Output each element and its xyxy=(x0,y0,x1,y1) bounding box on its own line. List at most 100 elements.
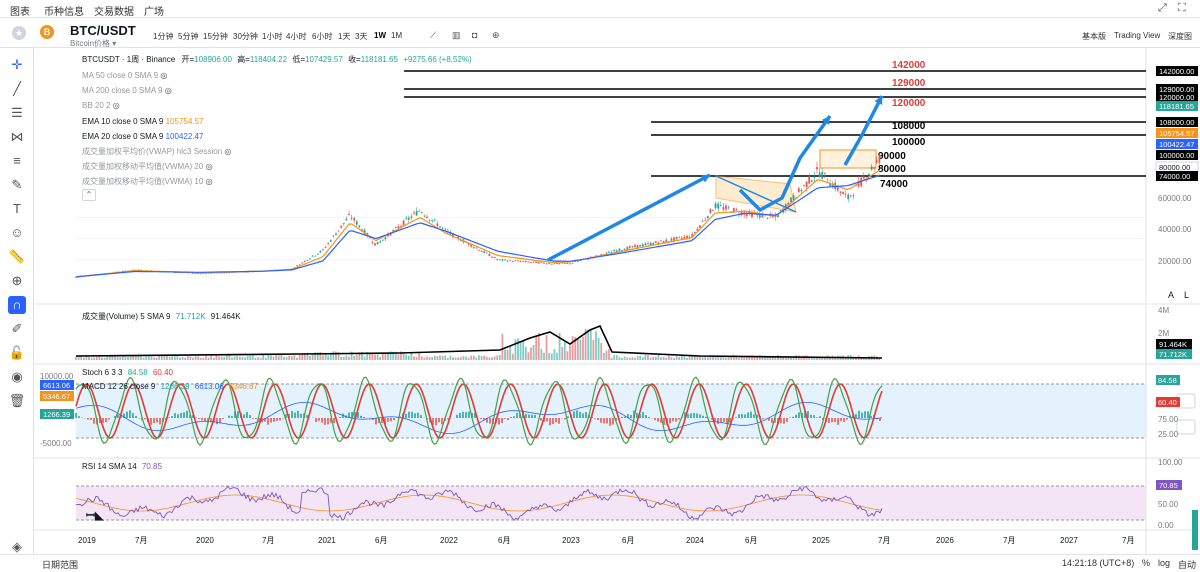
candle-body xyxy=(803,184,805,186)
price-tag-label: 142000.00 xyxy=(1159,67,1194,76)
volume-bar xyxy=(592,339,595,360)
eye-icon[interactable]: ◉ xyxy=(11,369,23,384)
magnet-icon[interactable]: ∩ xyxy=(8,296,26,314)
layers-icon[interactable]: ◈ xyxy=(12,539,22,554)
tradingview-button[interactable]: Trading View xyxy=(1114,31,1161,40)
macd-histogram-bar xyxy=(705,416,707,418)
expand-icon[interactable]: ⤢ xyxy=(1158,2,1167,14)
timeframe-2[interactable]: 15分钟 xyxy=(203,32,228,41)
indicator-icon[interactable]: ⟋ xyxy=(430,30,437,40)
candle-style-icon[interactable]: ▥ xyxy=(452,30,461,40)
trend-line-icon[interactable]: ╱ xyxy=(13,81,21,96)
volume-bar xyxy=(543,352,545,360)
volume-bar xyxy=(405,354,408,360)
fib-icon[interactable]: ≡ xyxy=(13,153,21,168)
percent-button[interactable]: % xyxy=(1142,558,1151,568)
crosshair-icon[interactable]: ✛ xyxy=(11,57,23,72)
pattern-icon[interactable]: ⋈ xyxy=(10,129,24,144)
symbol-subtitle[interactable]: Bitcoin价格 ▾ xyxy=(70,39,117,48)
timeframe-1[interactable]: 5分钟 xyxy=(178,32,199,41)
camera-icon[interactable]: ◘ xyxy=(472,30,478,40)
indicator-row[interactable]: 成交量加权移动平均值(VWMA) 10 ◎ xyxy=(82,174,231,189)
macd-histogram-bar xyxy=(741,414,743,418)
indicator-row[interactable]: MA 50 close 0 SMA 9 ◎ xyxy=(82,68,231,83)
time-axis-label: 6月 xyxy=(498,536,510,545)
lock-drawing-icon[interactable]: ✐ xyxy=(11,321,23,336)
level-label-120000: 120000 xyxy=(892,98,926,109)
log-button[interactable]: log xyxy=(1158,558,1171,568)
nav-square[interactable]: 广场 xyxy=(144,7,164,18)
hidden-eye-icon[interactable]: ◎ xyxy=(162,86,172,96)
ruler-icon[interactable]: 📏 xyxy=(8,249,26,264)
favorite-star-icon[interactable]: ★ xyxy=(12,26,26,40)
nav-coin-info[interactable]: 币种信息 xyxy=(44,7,84,18)
timeframe-8[interactable]: 3天 xyxy=(355,32,368,41)
hidden-eye-icon[interactable]: ◎ xyxy=(203,177,213,187)
parallel-lines-icon[interactable]: ☰ xyxy=(11,105,23,120)
candle-body xyxy=(556,262,558,264)
timeframe-4[interactable]: 1小时 xyxy=(262,32,283,41)
indicator-row[interactable]: 成交量加权移动平均值(VWMA) 20 ◎ xyxy=(82,159,231,174)
macd-histogram-bar xyxy=(864,411,866,418)
volume-bar xyxy=(459,357,462,360)
volume-bar xyxy=(735,356,738,360)
indicator-row[interactable]: EMA 10 close 0 SMA 9 105754.57 xyxy=(82,114,231,129)
volume-bar xyxy=(241,357,244,360)
nav-chart[interactable]: 图表 xyxy=(10,7,30,18)
nav-trade-data[interactable]: 交易数据 xyxy=(94,7,134,18)
timeframe-7[interactable]: 1天 xyxy=(338,32,351,41)
candle-body xyxy=(493,257,496,259)
volume-bar xyxy=(176,356,179,360)
depth-chart-button[interactable]: 深度图 xyxy=(1168,32,1192,41)
indicator-row[interactable]: 成交量加权平均价(VWAP) hlc3 Session ◎ xyxy=(82,144,231,159)
fullscreen-icon[interactable]: ⛶ xyxy=(1178,2,1186,14)
symbol-title[interactable]: BTC/USDT xyxy=(70,23,136,38)
collapse-legend-button[interactable]: ⌃ xyxy=(82,189,96,201)
scrollbar-handle[interactable] xyxy=(1192,510,1198,550)
volume-bar xyxy=(810,356,813,360)
macd-histogram-bar xyxy=(351,412,353,418)
zoom-icon[interactable]: ⊕ xyxy=(11,273,23,288)
candle-body xyxy=(699,225,701,228)
macd-histogram-bar xyxy=(234,411,236,418)
indicator-row[interactable]: BB 20 2 ◎ xyxy=(82,98,231,113)
macd-histogram-bar xyxy=(168,417,170,418)
hidden-eye-icon[interactable]: ◎ xyxy=(158,71,168,80)
volume-bar xyxy=(808,356,811,360)
volume-bar xyxy=(626,357,629,360)
brush-icon[interactable]: ✎ xyxy=(11,177,23,192)
volume-bar xyxy=(553,349,556,360)
lock-icon[interactable]: 🔓 xyxy=(8,345,26,360)
auto-button[interactable]: 自动 xyxy=(1178,560,1197,570)
volume-bar xyxy=(686,357,688,360)
timeframe-6[interactable]: 6小时 xyxy=(312,32,333,41)
indicator-row[interactable]: MA 200 close 0 SMA 9 ◎ xyxy=(82,83,231,98)
time-axis-label: 6月 xyxy=(622,536,634,545)
volume-bar xyxy=(589,328,592,360)
add-icon[interactable]: ⊕ xyxy=(492,30,500,40)
basic-view-button[interactable]: 基本版 xyxy=(1082,32,1106,41)
timeframe-3[interactable]: 30分钟 xyxy=(233,32,258,41)
hidden-eye-icon[interactable]: ◎ xyxy=(222,147,232,157)
hidden-eye-icon[interactable]: ◎ xyxy=(110,101,120,111)
candle-body xyxy=(225,272,228,274)
settings-gear-button[interactable] xyxy=(1176,419,1196,435)
timeframe-0[interactable]: 1分钟 xyxy=(153,32,174,41)
date-range-button[interactable]: 日期范围 xyxy=(42,560,79,570)
timeframe-9[interactable]: 1W xyxy=(374,31,386,40)
candle-body xyxy=(504,259,506,261)
trend-arrow-1 xyxy=(547,173,711,262)
macd-histogram-bar xyxy=(288,414,290,418)
timeframe-10[interactable]: 1M xyxy=(391,31,403,40)
timeframe-5[interactable]: 4小时 xyxy=(286,32,307,41)
hidden-eye-icon[interactable]: ◎ xyxy=(203,162,213,172)
emoji-icon[interactable]: ☺ xyxy=(10,225,24,240)
macd-histogram-bar xyxy=(819,416,821,418)
macd-histogram-bar xyxy=(606,418,608,424)
text-icon[interactable]: T xyxy=(13,201,21,216)
trash-icon[interactable]: 🗑 xyxy=(8,393,26,408)
indicator-row[interactable]: EMA 20 close 0 SMA 9 100422.47 xyxy=(82,129,231,144)
volume-bar xyxy=(615,355,618,360)
candle-body xyxy=(649,242,652,246)
